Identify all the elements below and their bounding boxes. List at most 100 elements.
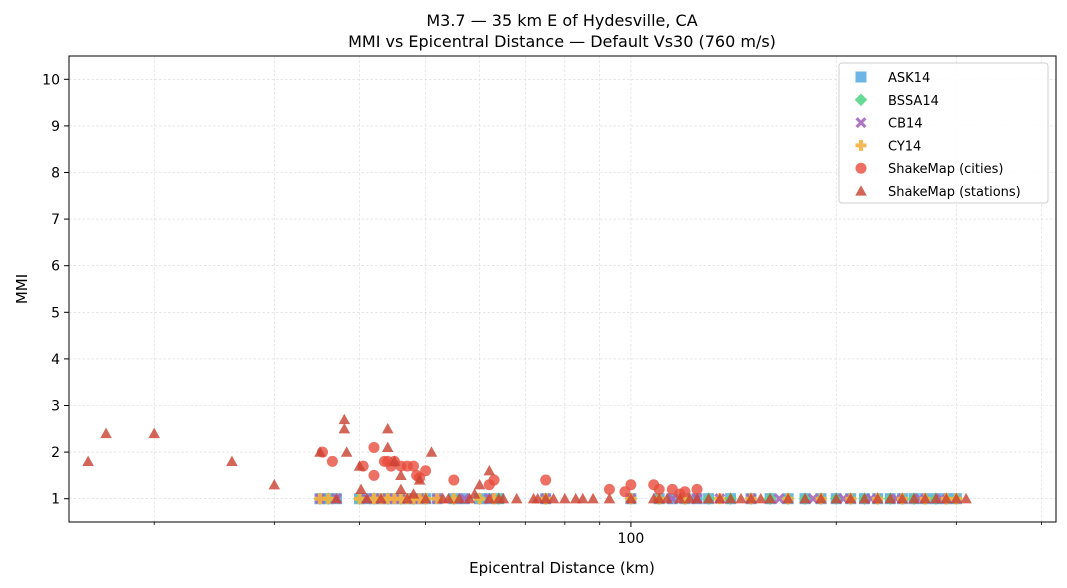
legend-label: CY14 xyxy=(888,139,921,154)
data-point xyxy=(896,492,909,504)
data-point xyxy=(807,493,819,505)
data-point xyxy=(474,493,486,505)
data-point xyxy=(653,483,665,495)
data-point xyxy=(354,493,366,505)
x-tick-label: 100 xyxy=(618,531,645,547)
data-point xyxy=(830,492,843,504)
data-point xyxy=(338,423,351,434)
legend-label: ShakeMap (stations) xyxy=(888,185,1021,200)
data-point xyxy=(940,492,953,504)
data-point xyxy=(799,492,811,504)
data-point xyxy=(653,492,665,504)
data-point xyxy=(368,441,380,453)
y-tick-label: 5 xyxy=(51,305,60,321)
y-tick-label: 7 xyxy=(51,212,60,228)
legend-label: ShakeMap (cities) xyxy=(888,162,1003,177)
data-point xyxy=(488,474,500,486)
legend-marker xyxy=(855,139,867,151)
data-point xyxy=(395,483,407,494)
data-point xyxy=(408,460,420,472)
data-point xyxy=(375,492,387,504)
legend-label: BSSA14 xyxy=(888,94,939,109)
data-point xyxy=(355,483,367,494)
data-point xyxy=(587,492,599,504)
data-point xyxy=(950,492,963,504)
legend-label: ASK14 xyxy=(888,71,930,86)
data-point xyxy=(691,492,703,504)
data-markers xyxy=(82,413,972,506)
data-point xyxy=(603,483,615,495)
axis-ticks: 100 1 2 3 4 5 6 7 8 9 10 xyxy=(42,72,1042,547)
data-point xyxy=(407,488,420,499)
data-point xyxy=(419,492,432,504)
data-point xyxy=(577,492,589,504)
data-point xyxy=(361,492,373,504)
data-point xyxy=(559,492,571,504)
data-point xyxy=(368,469,380,481)
data-point xyxy=(510,492,523,504)
data-point xyxy=(674,492,686,504)
data-point xyxy=(764,492,776,504)
data-point xyxy=(960,492,972,504)
data-point xyxy=(782,492,794,504)
data-point xyxy=(322,493,334,505)
data-point xyxy=(353,460,366,471)
data-point xyxy=(473,478,486,490)
data-point xyxy=(815,492,827,504)
data-point xyxy=(326,455,338,467)
data-point xyxy=(679,486,691,498)
data-point xyxy=(381,441,394,453)
y-tick-label: 2 xyxy=(51,445,60,461)
data-point xyxy=(908,492,920,504)
legend-items: ASK14 BSSA14 CB14 CY14 ShakeMap (cities) Shak… xyxy=(854,71,1021,200)
data-point xyxy=(539,492,552,504)
data-point xyxy=(82,455,94,467)
y-tick-label: 6 xyxy=(51,259,60,275)
data-point xyxy=(483,464,496,476)
chart-subtitle: MMI vs Epicentral Distance — Default Vs3… xyxy=(348,32,776,51)
legend: ASK14 BSSA14 CB14 CY14 ShakeMap (cities) Shak… xyxy=(838,62,1049,204)
y-tick-label: 1 xyxy=(51,492,60,508)
data-point xyxy=(442,492,455,504)
data-point xyxy=(773,493,785,505)
data-point xyxy=(497,492,510,504)
series-5 xyxy=(82,413,972,504)
y-tick-label: 9 xyxy=(51,119,60,135)
data-point xyxy=(754,492,767,504)
data-point xyxy=(395,469,407,481)
data-point xyxy=(425,446,438,457)
grid xyxy=(69,56,1056,522)
data-point xyxy=(468,488,481,499)
data-point xyxy=(858,492,871,504)
y-tick-label: 4 xyxy=(51,352,60,368)
y-tick-label: 3 xyxy=(51,399,60,415)
data-point xyxy=(148,427,160,439)
data-point xyxy=(401,492,414,504)
legend-marker xyxy=(854,93,868,107)
data-point xyxy=(884,492,897,504)
data-point xyxy=(702,492,715,504)
legend-marker xyxy=(855,162,867,174)
chart-title: M3.7 — 35 km E of Hydesville, CA xyxy=(426,11,697,30)
data-point xyxy=(625,479,637,491)
data-point xyxy=(413,474,426,485)
legend-frame xyxy=(838,62,1049,204)
data-point xyxy=(547,492,560,504)
data-point xyxy=(314,446,326,457)
data-point xyxy=(330,492,343,504)
data-point xyxy=(448,474,460,486)
data-point xyxy=(540,474,552,486)
data-point xyxy=(381,423,394,434)
y-axis-label: MMI xyxy=(13,274,31,304)
data-point xyxy=(930,492,942,504)
x-axis-label: Epicentral Distance (km) xyxy=(469,559,655,577)
data-point xyxy=(226,455,238,467)
legend-marker xyxy=(855,117,867,129)
data-point xyxy=(420,465,432,477)
data-point xyxy=(100,427,112,439)
data-point xyxy=(340,446,353,457)
data-point xyxy=(531,492,544,504)
legend-marker xyxy=(855,185,867,196)
data-point xyxy=(919,492,931,504)
